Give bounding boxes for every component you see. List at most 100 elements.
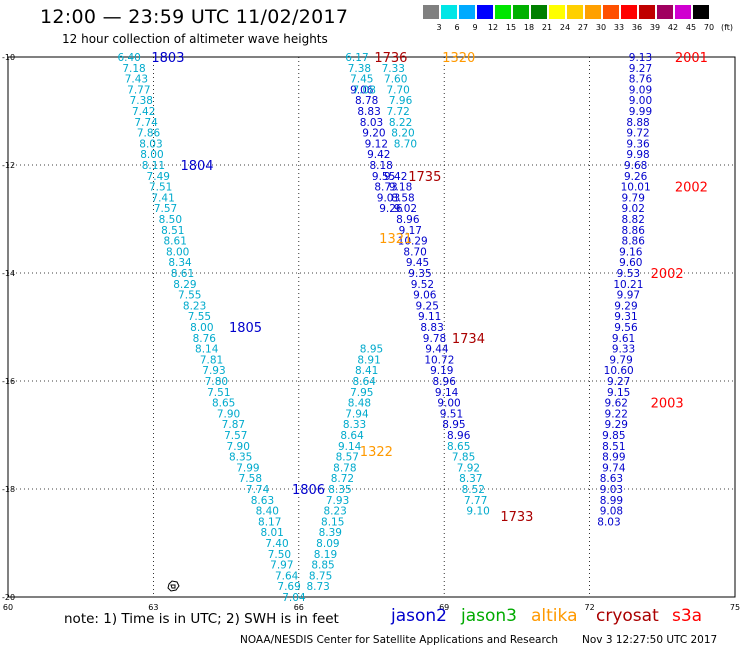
wave-height-value: 8.85 bbox=[311, 560, 334, 572]
lat-tick-label: -12 bbox=[2, 161, 15, 170]
wave-height-value: 8.82 bbox=[622, 214, 645, 226]
map-frame bbox=[7, 56, 736, 598]
wave-height-value: 9.98 bbox=[626, 149, 649, 161]
wave-height-value: 7.80 bbox=[205, 376, 228, 388]
wave-height-value: 8.64 bbox=[340, 430, 364, 442]
wave-height-value: 9.31 bbox=[614, 311, 637, 323]
lon-tick-label: 72 bbox=[585, 603, 595, 612]
wave-height-value: 9.74 bbox=[602, 462, 626, 474]
color-scale-label: 3 bbox=[436, 23, 442, 32]
pass-number-label: 2003 bbox=[651, 397, 684, 412]
satellite-legend-jason2: jason2 bbox=[391, 606, 447, 626]
lat-tick-label: -16 bbox=[2, 377, 15, 386]
wave-height-value: 7.99 bbox=[236, 462, 259, 474]
wave-height-value: 8.73 bbox=[306, 581, 329, 593]
color-swatch bbox=[477, 5, 493, 19]
wave-height-value: 9.29 bbox=[605, 419, 628, 431]
wave-height-value: 8.34 bbox=[168, 257, 192, 269]
lon-tick-label: 75 bbox=[730, 603, 740, 612]
color-scale-label: 15 bbox=[505, 23, 517, 32]
footer-note: note: 1) Time is in UTC; 2) SWH is in fe… bbox=[64, 611, 339, 627]
wave-height-value: 9.27 bbox=[629, 63, 652, 75]
wave-height-value: 8.37 bbox=[459, 473, 482, 485]
color-scale-label: (ft) bbox=[720, 23, 734, 32]
color-scale-label: 9 bbox=[472, 23, 478, 32]
wave-height-value: 8.83 bbox=[357, 106, 380, 118]
wave-height-value: 7.81 bbox=[200, 354, 223, 366]
wave-height-value: 8.03 bbox=[360, 117, 383, 129]
wave-height-value: 8.35 bbox=[328, 484, 351, 496]
pass-number-label: 2001 bbox=[675, 51, 708, 66]
color-swatch bbox=[693, 5, 709, 19]
wave-height-value: 9.35 bbox=[408, 268, 431, 280]
wave-height-value: 7.57 bbox=[154, 203, 177, 215]
color-scale-label: 30 bbox=[595, 23, 607, 32]
wave-height-value: 8.86 bbox=[622, 225, 646, 237]
color-swatch bbox=[513, 5, 529, 19]
wave-height-value: 7.77 bbox=[464, 495, 487, 507]
wave-height-value: 7.70 bbox=[386, 84, 409, 96]
wave-height-value: 10.72 bbox=[424, 354, 454, 366]
wave-height-value: 8.96 bbox=[433, 376, 457, 388]
credit-line: NOAA/NESDIS Center for Satellite Applica… bbox=[240, 634, 558, 646]
wave-height-value: 8.72 bbox=[331, 473, 354, 485]
wave-height-value: 7.51 bbox=[207, 387, 230, 399]
color-swatch bbox=[459, 5, 475, 19]
wave-height-value: 8.29 bbox=[173, 279, 196, 291]
wave-height-value: 8.20 bbox=[391, 128, 414, 140]
wave-height-value: 7.38 bbox=[348, 63, 371, 75]
wave-height-value: 9.68 bbox=[624, 160, 647, 172]
lon-tick-label: 63 bbox=[148, 603, 158, 612]
wave-height-value: 8.40 bbox=[256, 506, 279, 518]
wave-height-value: 8.41 bbox=[355, 365, 378, 377]
wave-height-value: 8.51 bbox=[161, 225, 184, 237]
color-scale-label: 21 bbox=[541, 23, 553, 32]
wave-height-value: 9.52 bbox=[411, 279, 434, 291]
wave-height-value: 8.65 bbox=[447, 441, 470, 453]
wave-height-value: 8.50 bbox=[159, 214, 182, 226]
wave-height-value: 7.93 bbox=[326, 495, 349, 507]
wave-height-value: 8.22 bbox=[389, 117, 412, 129]
wave-height-value: 7.74 bbox=[246, 484, 270, 496]
wave-height-value: 10.21 bbox=[613, 279, 643, 291]
wave-height-value: 7.41 bbox=[151, 192, 174, 204]
wave-height-value: 8.76 bbox=[629, 74, 653, 86]
wave-height-value: 9.14 bbox=[338, 441, 362, 453]
wave-height-value: 9.03 bbox=[377, 192, 400, 204]
color-scale-label: 45 bbox=[685, 23, 697, 32]
wave-height-value: 8.11 bbox=[142, 160, 165, 172]
wave-height-value: 9.09 bbox=[629, 84, 652, 96]
wave-height-value: 9.44 bbox=[425, 344, 449, 356]
wave-height-value: 7.51 bbox=[149, 182, 172, 194]
satellite-legend-altika: altika bbox=[531, 606, 578, 626]
wave-height-value: 9.33 bbox=[612, 344, 635, 356]
lat-tick-label: -18 bbox=[2, 485, 15, 494]
wave-height-value: 9.17 bbox=[399, 225, 422, 237]
pass-number-label: 1320 bbox=[442, 51, 475, 66]
color-scale-label: 39 bbox=[649, 23, 661, 32]
wave-height-value: 8.63 bbox=[251, 495, 274, 507]
wave-height-value: 8.00 bbox=[140, 149, 163, 161]
wave-height-value: 8.91 bbox=[357, 354, 380, 366]
wave-height-value: 9.11 bbox=[418, 311, 441, 323]
wave-height-value: 9.72 bbox=[626, 128, 649, 140]
wave-height-value: 9.16 bbox=[619, 246, 643, 258]
wave-height-value: 7.72 bbox=[386, 106, 409, 118]
wave-height-value: 9.51 bbox=[440, 408, 463, 420]
wave-height-value: 9.22 bbox=[605, 408, 628, 420]
pass-number-label: 1804 bbox=[180, 159, 213, 174]
wave-height-value: 9.99 bbox=[629, 106, 652, 118]
wave-height-value: 9.55 bbox=[372, 171, 395, 183]
color-swatch bbox=[603, 5, 619, 19]
wave-height-value: 7.95 bbox=[350, 387, 373, 399]
wave-height-value: 9.45 bbox=[406, 257, 429, 269]
wave-height-value: 10.60 bbox=[604, 365, 634, 377]
wave-height-value: 6.17 bbox=[345, 52, 368, 64]
wave-height-value: 8.61 bbox=[171, 268, 194, 280]
pass-number-label: 1321 bbox=[379, 232, 412, 247]
wave-height-value: 7.64 bbox=[275, 570, 299, 582]
wave-height-value: 9.62 bbox=[605, 398, 628, 410]
wave-height-value: 8.70 bbox=[394, 138, 417, 150]
wave-height-value: 8.63 bbox=[600, 473, 623, 485]
